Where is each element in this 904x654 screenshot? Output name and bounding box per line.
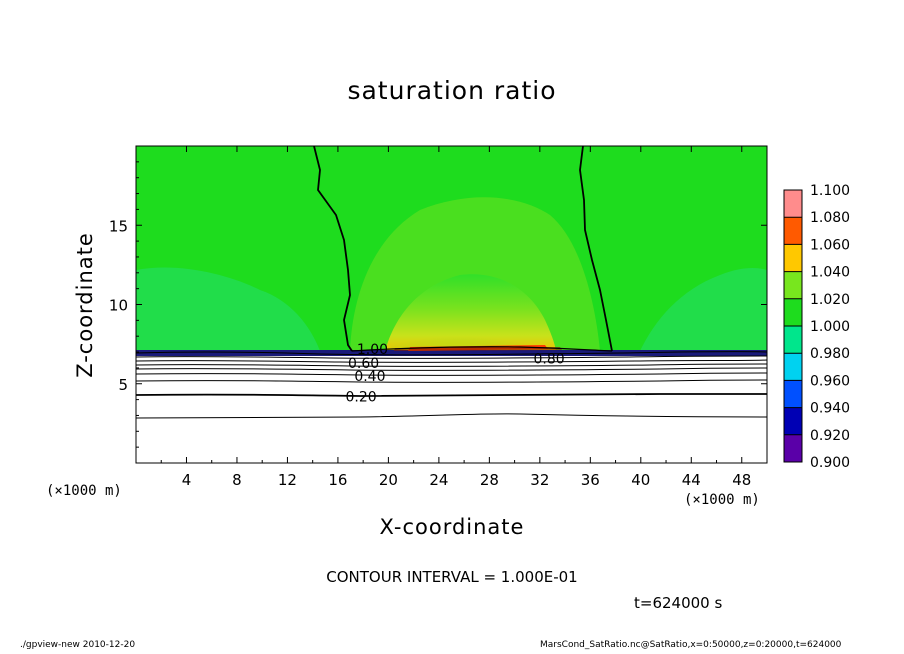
x-tick-label: 32 [530, 471, 549, 489]
colorbar-label: 1.020 [810, 292, 850, 308]
contour-labels: 1.00 0.80 0.600.40 0.20 [345, 342, 564, 406]
colorbar: 0.900 0.920 0.940 0.960 0.980 1.000 1.020 1.040… [783, 183, 850, 471]
colorbar-label: 1.080 [810, 210, 850, 226]
y-tick-label: 10 [109, 297, 128, 315]
colorbar-label: 1.000 [810, 319, 850, 335]
colorbar-swatch [784, 407, 802, 435]
colorbar-label: 0.980 [810, 346, 850, 362]
colorbar-swatch [784, 380, 802, 408]
y-axis-label: Z-coordinate [73, 232, 97, 378]
x-axis: 4 8 12 16 20 24 28 32 36 40 44 48 [160, 146, 751, 489]
colorbar-swatch [784, 434, 802, 462]
contour-label: 0.40 [354, 369, 385, 385]
x-tick-label: 16 [328, 471, 347, 489]
x-tick-label: 48 [732, 471, 751, 489]
colorbar-label: 0.900 [810, 455, 850, 471]
x-unit-label-right: (×1000 m) [684, 492, 760, 508]
colorbar-swatch [784, 298, 802, 326]
saturation-field [136, 146, 767, 463]
colorbar-label: 1.060 [810, 237, 850, 253]
time-label: t=624000 s [634, 594, 723, 612]
chart-title: saturation ratio [347, 76, 557, 105]
x-tick-label: 12 [278, 471, 297, 489]
colorbar-swatch [784, 244, 802, 272]
y-tick-label: 15 [109, 217, 128, 235]
x-axis-label: X-coordinate [379, 515, 525, 539]
colorbar-label: 1.100 [810, 183, 850, 199]
x-tick-label: 4 [182, 471, 192, 489]
colorbar-label: 0.920 [810, 428, 850, 444]
colorbar-swatch [784, 326, 802, 354]
contour-label: 1.00 [357, 342, 388, 358]
x-tick-label: 20 [379, 471, 398, 489]
x-tick-label: 44 [682, 471, 701, 489]
contour-interval: CONTOUR INTERVAL = 1.000E-01 [326, 568, 578, 586]
y-axis: 5 10 15 [109, 161, 767, 448]
x-tick-label: 36 [581, 471, 600, 489]
colorbar-swatch [784, 271, 802, 299]
colorbar-swatch [784, 190, 802, 218]
footer-right: MarsCond_SatRatio.nc@SatRatio,x=0:50000,… [540, 640, 842, 650]
x-tick-label: 28 [480, 471, 499, 489]
x-tick-label: 8 [232, 471, 242, 489]
contour-label: 0.60 [348, 356, 379, 372]
x-unit-label-left: (×1000 m) [46, 483, 122, 499]
colorbar-label: 0.940 [810, 401, 850, 417]
x-tick-label: 40 [631, 471, 650, 489]
x-tick-label: 24 [429, 471, 448, 489]
footer-left: ./gpview-new 2010-12-20 [20, 640, 136, 650]
contour-label: 0.20 [345, 389, 376, 405]
contour-label: 0.80 [534, 351, 565, 367]
colorbar-swatch [784, 217, 802, 245]
colorbar-label: 0.960 [810, 373, 850, 389]
y-tick-label: 5 [118, 376, 128, 394]
colorbar-swatch [784, 353, 802, 381]
colorbar-label: 1.040 [810, 265, 850, 281]
